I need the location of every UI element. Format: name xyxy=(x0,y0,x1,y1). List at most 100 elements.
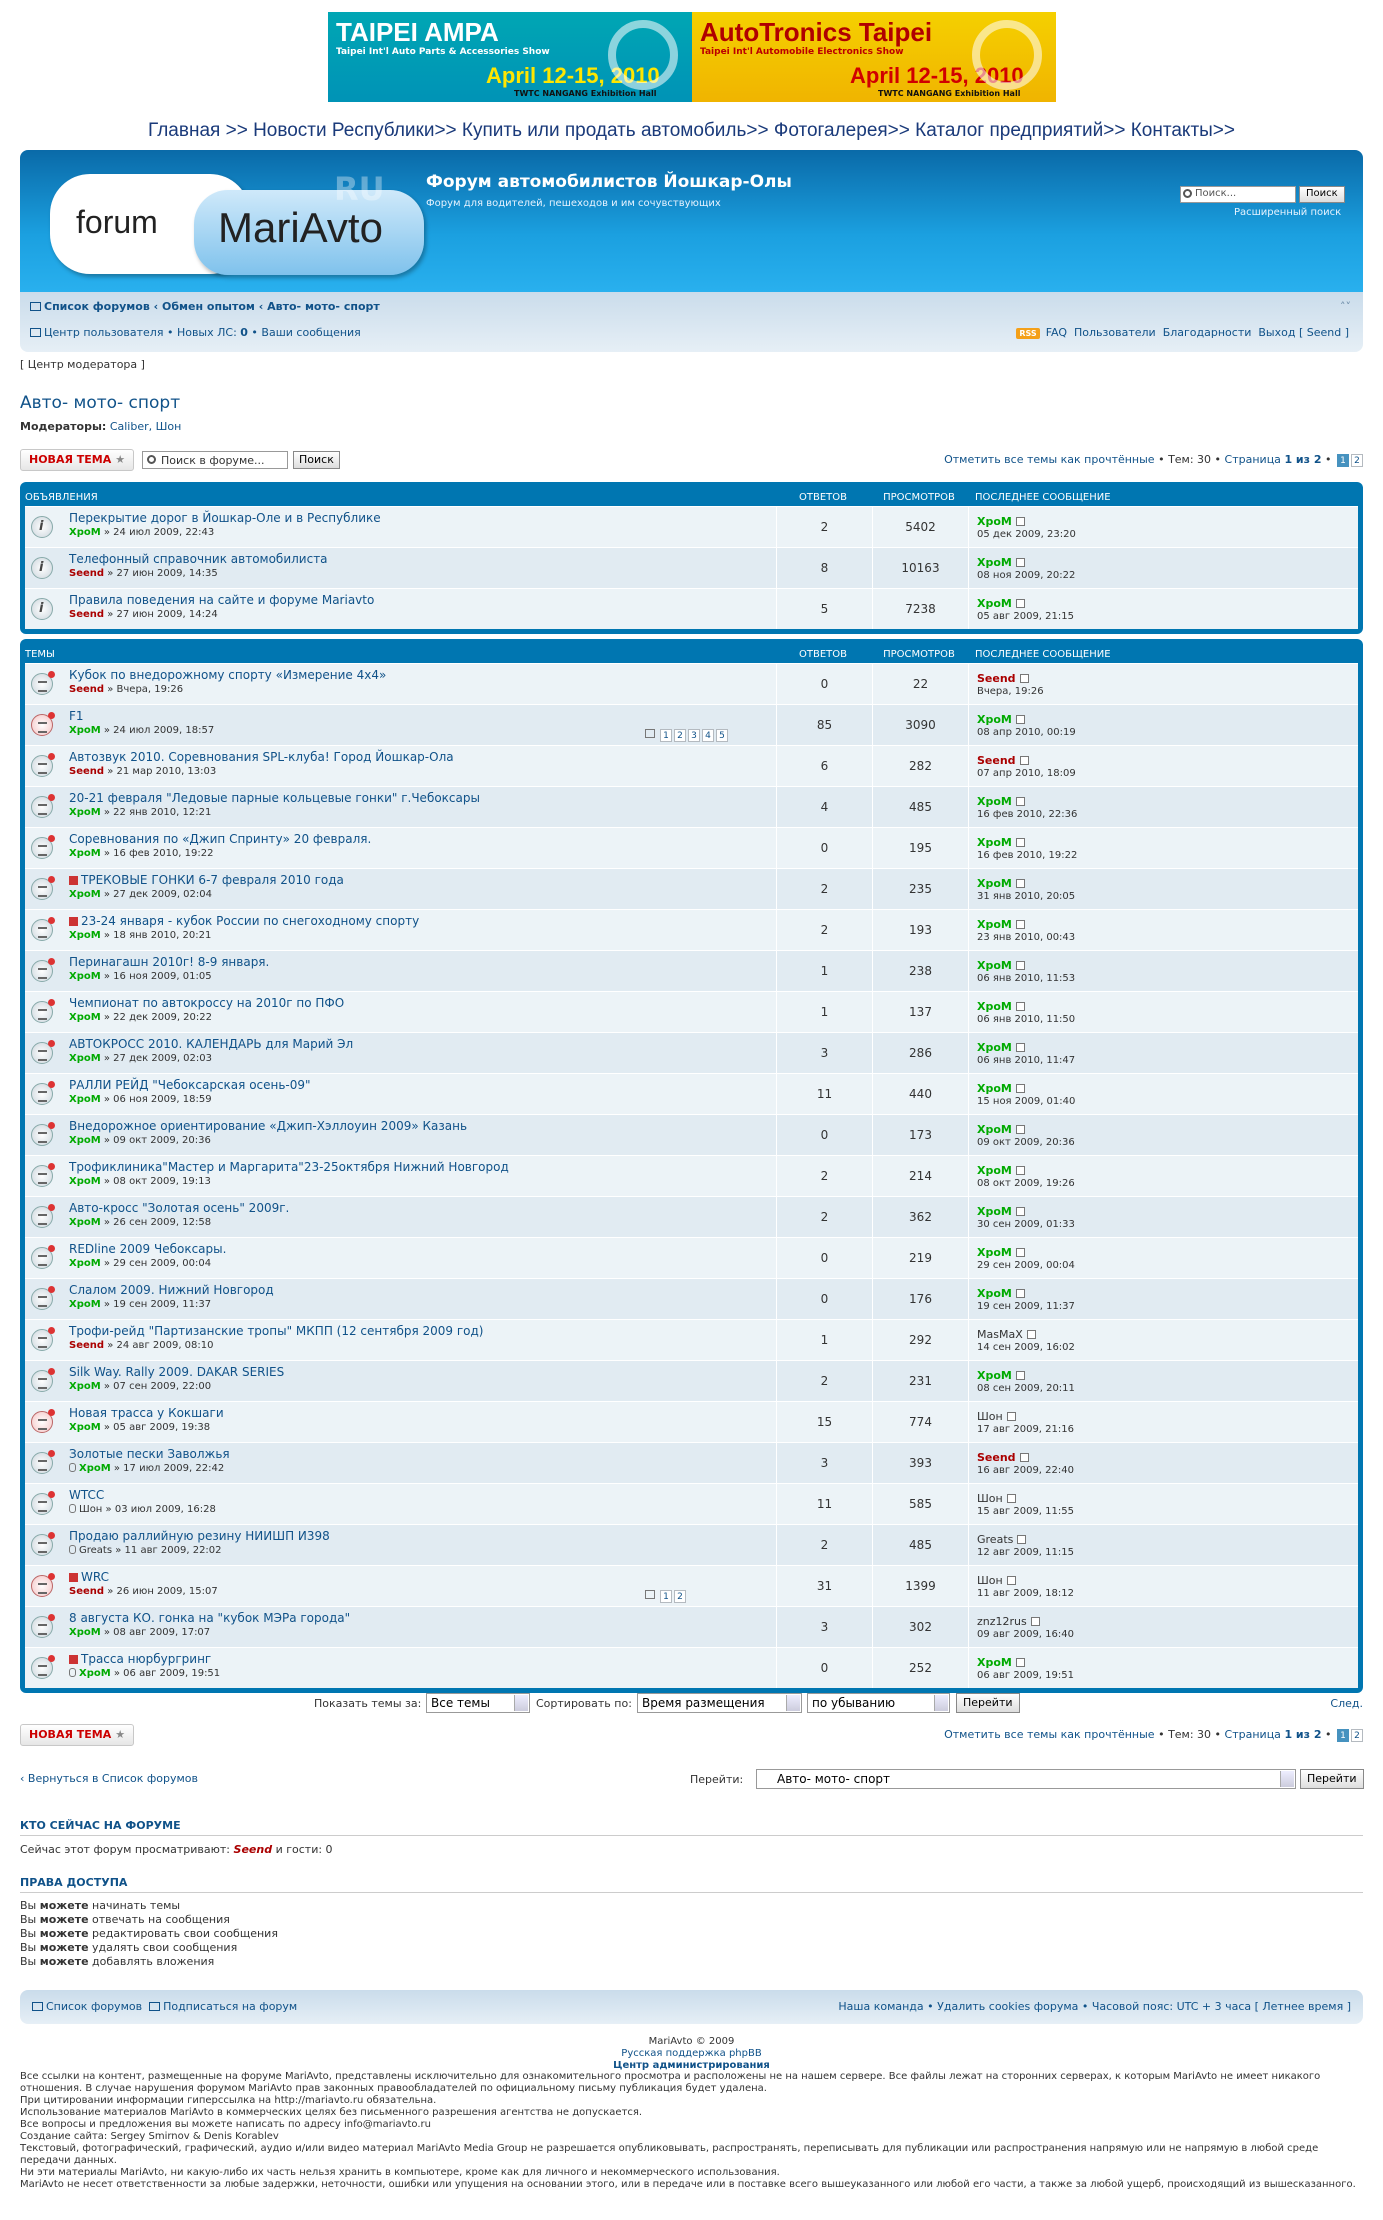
faq-link[interactable]: FAQ xyxy=(1045,326,1067,339)
last-post-user[interactable]: ХроМ xyxy=(977,713,1012,726)
new-topic-button[interactable]: НОВАЯ ТЕМА ★ xyxy=(20,1724,135,1746)
moderators-list[interactable]: Caliber, Шон xyxy=(109,420,182,433)
view-latest-post-icon[interactable] xyxy=(1015,517,1025,526)
view-latest-post-icon[interactable] xyxy=(1019,756,1029,765)
last-post-user[interactable]: Шон xyxy=(977,1574,1003,1587)
topic-row[interactable]: Продаю раллийную резину НИИШП И398 Greats… xyxy=(25,1524,1358,1565)
topic-row[interactable]: 23-24 января - кубок России по снегоходн… xyxy=(25,909,1358,950)
page-label[interactable]: Страница 1 из 2 xyxy=(1225,453,1322,466)
view-latest-post-icon[interactable] xyxy=(1015,1002,1025,1011)
topic-row[interactable]: Слалом 2009. Нижний Новгород ХроМ » 19 се… xyxy=(25,1278,1358,1319)
topic-author[interactable]: ХроМ xyxy=(69,848,101,859)
last-post-user[interactable]: ХроМ xyxy=(977,1656,1012,1669)
footer-index-link[interactable]: Список форумов xyxy=(46,2000,143,2013)
topic-author[interactable]: ХроМ xyxy=(69,1176,101,1187)
forum-search-input[interactable]: Поиск в форуме... xyxy=(142,451,288,469)
announcement-row[interactable]: Правила поведения на сайте и форуме Mari… xyxy=(25,588,1358,629)
topic-row[interactable]: F1 ХроМ » 24 июл 2009, 18:57 1 2 3 4 5 85 3090 Хр… xyxy=(25,704,1358,745)
new-topic-button[interactable]: НОВАЯ ТЕМА ★ xyxy=(20,449,135,471)
view-latest-post-icon[interactable] xyxy=(1006,1576,1016,1585)
topic-author[interactable]: ХроМ xyxy=(69,725,101,736)
back-to-index-link[interactable]: ‹ Вернуться в Список форумов xyxy=(20,1772,198,1785)
topic-title[interactable]: Silk Way. Rally 2009. DAKAR SERIES xyxy=(69,1365,284,1379)
last-post-user[interactable]: ХроМ xyxy=(977,1164,1012,1177)
topic-title[interactable]: Автозвук 2010. Соревнования SPL-клуба! Г… xyxy=(69,750,454,764)
crumb-forum[interactable]: Авто- мото- спорт xyxy=(267,300,380,313)
topic-row[interactable]: WRC Seend » 26 июн 2009, 15:07 1 2 31 1399 Шон… xyxy=(25,1565,1358,1606)
topic-title[interactable]: Золотые пески Заволжья xyxy=(69,1447,230,1461)
last-post-user[interactable]: ХроМ xyxy=(977,556,1012,569)
moderator-cp-link[interactable]: [ Центр модератора ] xyxy=(20,358,145,371)
advanced-search-link[interactable]: Расширенный поиск xyxy=(1234,207,1342,218)
last-post-user[interactable]: Шон xyxy=(977,1410,1003,1423)
topic-author[interactable]: ХроМ xyxy=(69,1258,101,1269)
view-latest-post-icon[interactable] xyxy=(1019,674,1029,683)
topic-title[interactable]: РАЛЛИ РЕЙД "Чебоксарская осень-09" xyxy=(69,1078,311,1092)
topic-row[interactable]: 20-21 февраля "Ледовые парные кольцевые … xyxy=(25,786,1358,827)
view-latest-post-icon[interactable] xyxy=(1006,1494,1016,1503)
site-logo[interactable]: forum MariAvto RU xyxy=(44,170,424,278)
next-page-link[interactable]: След. xyxy=(1330,1697,1363,1710)
topic-row[interactable]: Соревнования по «Джип Спринту» 20 феврал… xyxy=(25,827,1358,868)
ucp-link[interactable]: Центр пользователя xyxy=(44,326,164,339)
topic-page-link[interactable]: 1 xyxy=(660,1590,672,1603)
topic-title[interactable]: Трасса нюрбургринг xyxy=(69,1652,211,1666)
topic-title[interactable]: WTCC xyxy=(69,1488,104,1502)
last-post-user[interactable]: ХроМ xyxy=(977,795,1012,808)
view-latest-post-icon[interactable] xyxy=(1015,1289,1025,1298)
header-search-input[interactable]: Поиск... xyxy=(1180,186,1296,203)
mark-read-link[interactable]: Отметить все темы как прочтённые xyxy=(944,1728,1155,1741)
crumb-index[interactable]: Список форумов xyxy=(44,300,150,313)
forum-title[interactable]: Авто- мото- спорт xyxy=(20,393,181,413)
page-2[interactable]: 2 xyxy=(1351,454,1363,467)
last-post-user[interactable]: Seend xyxy=(977,1451,1016,1464)
topic-author[interactable]: ХроМ xyxy=(69,1012,101,1023)
topic-title[interactable]: 8 августа КО. гонка на "кубок МЭРа город… xyxy=(69,1611,350,1625)
topic-title[interactable]: Авто-кросс "Золотая осень" 2009г. xyxy=(69,1201,289,1215)
topic-author[interactable]: ХроМ xyxy=(69,527,101,538)
topic-row[interactable]: Автозвук 2010. Соревнования SPL-клуба! Г… xyxy=(25,745,1358,786)
topic-page-link[interactable]: 1 xyxy=(660,729,672,742)
banner-taipei-ampa[interactable]: TAIPEI AMPA Taipei Int'l Auto Parts & Ac… xyxy=(328,12,692,102)
view-latest-post-icon[interactable] xyxy=(1015,1248,1025,1257)
topic-row[interactable]: Кубок по внедорожному спорту «Измерение … xyxy=(25,663,1358,704)
view-latest-post-icon[interactable] xyxy=(1006,1412,1016,1421)
online-user[interactable]: Seend xyxy=(233,1843,273,1856)
view-latest-post-icon[interactable] xyxy=(1015,715,1025,724)
last-post-user[interactable]: MasMaX xyxy=(977,1328,1023,1341)
topic-title[interactable]: Новая трасса у Кокшаги xyxy=(69,1406,224,1420)
topic-author[interactable]: ХроМ xyxy=(69,889,101,900)
topic-row[interactable]: Трофи-рейд "Партизанские тропы" МКПП (12… xyxy=(25,1319,1358,1360)
last-post-user[interactable]: Шон xyxy=(977,1492,1003,1505)
view-latest-post-icon[interactable] xyxy=(1015,1166,1025,1175)
topic-title[interactable]: 23-24 января - кубок России по снегоходн… xyxy=(69,914,419,928)
topic-author[interactable]: Greats xyxy=(79,1545,113,1556)
topic-author[interactable]: ХроМ xyxy=(69,1381,101,1392)
jump-go-button[interactable]: Перейти xyxy=(1300,1769,1364,1789)
view-latest-post-icon[interactable] xyxy=(1015,961,1025,970)
topic-title[interactable]: Трофи-рейд "Партизанские тропы" МКПП (12… xyxy=(69,1324,483,1338)
topic-row[interactable]: АВТОКРОСС 2010. КАЛЕНДАРЬ для Марий Эл Хр… xyxy=(25,1032,1358,1073)
site-top-nav[interactable]: Главная >> Новости Республики>> Купить и… xyxy=(148,120,1235,141)
rss-icon[interactable]: RSS xyxy=(1016,328,1040,339)
topic-title[interactable]: Телефонный справочник автомобилиста xyxy=(69,552,328,566)
header-search-button[interactable]: Поиск xyxy=(1299,186,1345,203)
topic-title[interactable]: REDline 2009 Чебоксары. xyxy=(69,1242,226,1256)
last-post-user[interactable]: ХроМ xyxy=(977,877,1012,890)
topic-author[interactable]: ХроМ xyxy=(69,1094,101,1105)
topic-title[interactable]: Кубок по внедорожному спорту «Измерение … xyxy=(69,668,386,682)
topic-author[interactable]: ХроМ xyxy=(79,1668,111,1679)
last-post-user[interactable]: ХроМ xyxy=(977,1123,1012,1136)
view-latest-post-icon[interactable] xyxy=(1015,1371,1025,1380)
topic-row[interactable]: ТРЕКОВЫЕ ГОНКИ 6-7 февраля 2010 года ХроМ… xyxy=(25,868,1358,909)
view-latest-post-icon[interactable] xyxy=(1015,1125,1025,1134)
page-label[interactable]: Страница 1 из 2 xyxy=(1225,1728,1322,1741)
announcement-row[interactable]: Телефонный справочник автомобилиста Seend… xyxy=(25,547,1358,588)
sort-key-select[interactable]: Время размещения xyxy=(637,1693,802,1713)
view-latest-post-icon[interactable] xyxy=(1017,1535,1027,1544)
filter-go-button[interactable]: Перейти xyxy=(956,1693,1020,1713)
last-post-user[interactable]: ХроМ xyxy=(977,1041,1012,1054)
jump-select[interactable]: Авто- мото- спорт xyxy=(756,1769,1296,1789)
topic-row[interactable]: Чемпионат по автокроссу на 2010г по ПФО Х… xyxy=(25,991,1358,1032)
topic-title[interactable]: Перинагашн 2010г! 8-9 января. xyxy=(69,955,269,969)
